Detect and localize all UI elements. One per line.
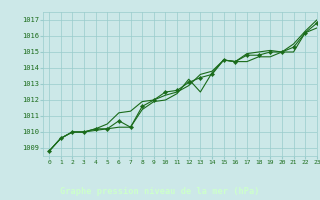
Text: Graphe pression niveau de la mer (hPa): Graphe pression niveau de la mer (hPa)	[60, 187, 260, 196]
